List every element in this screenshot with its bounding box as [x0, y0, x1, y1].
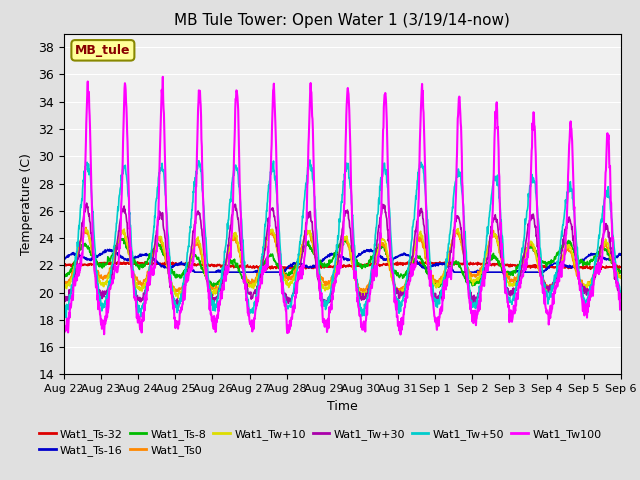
Legend: Wat1_Ts-32, Wat1_Ts-16, Wat1_Ts-8, Wat1_Ts0, Wat1_Tw+10, Wat1_Tw+30, Wat1_Tw+50,: Wat1_Ts-32, Wat1_Ts-16, Wat1_Ts-8, Wat1_… [35, 424, 605, 460]
Line: Wat1_Ts-16: Wat1_Ts-16 [64, 249, 621, 272]
Line: Wat1_Tw100: Wat1_Tw100 [64, 77, 621, 335]
Line: Wat1_Tw+30: Wat1_Tw+30 [64, 203, 621, 308]
Title: MB Tule Tower: Open Water 1 (3/19/14-now): MB Tule Tower: Open Water 1 (3/19/14-now… [175, 13, 510, 28]
Line: Wat1_Tw+10: Wat1_Tw+10 [64, 228, 621, 298]
X-axis label: Time: Time [327, 400, 358, 413]
Y-axis label: Temperature (C): Temperature (C) [20, 153, 33, 255]
Line: Wat1_Tw+50: Wat1_Tw+50 [64, 160, 621, 318]
Line: Wat1_Ts-8: Wat1_Ts-8 [64, 238, 621, 287]
Text: MB_tule: MB_tule [75, 44, 131, 57]
Line: Wat1_Ts0: Wat1_Ts0 [64, 228, 621, 293]
Line: Wat1_Ts-32: Wat1_Ts-32 [64, 261, 621, 269]
